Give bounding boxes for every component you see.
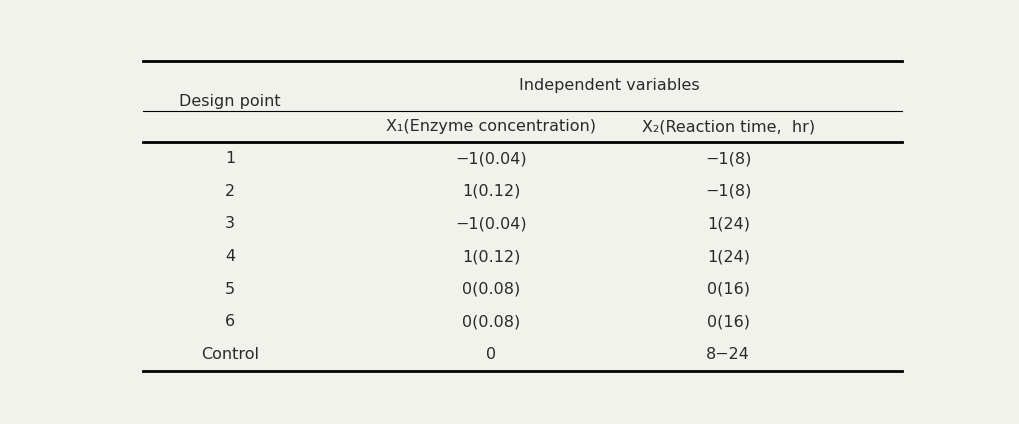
Text: 1(24): 1(24) xyxy=(706,249,749,264)
Text: −1(8): −1(8) xyxy=(704,151,751,166)
Text: X₁(Enzyme concentration): X₁(Enzyme concentration) xyxy=(386,119,595,134)
Text: 8−24: 8−24 xyxy=(705,347,750,362)
Text: 1(0.12): 1(0.12) xyxy=(462,184,520,199)
Text: 1(0.12): 1(0.12) xyxy=(462,249,520,264)
Text: −1(8): −1(8) xyxy=(704,184,751,199)
Text: 6: 6 xyxy=(225,314,235,329)
Text: 0: 0 xyxy=(486,347,495,362)
Text: Design point: Design point xyxy=(179,94,281,109)
Text: 0(16): 0(16) xyxy=(706,282,749,297)
Text: 2: 2 xyxy=(225,184,235,199)
Text: 3: 3 xyxy=(225,216,235,232)
Text: 1(24): 1(24) xyxy=(706,216,749,232)
Text: 0(0.08): 0(0.08) xyxy=(462,282,520,297)
Text: 0(0.08): 0(0.08) xyxy=(462,314,520,329)
Text: Independent variables: Independent variables xyxy=(519,78,699,93)
Text: 1: 1 xyxy=(225,151,235,166)
Text: −1(0.04): −1(0.04) xyxy=(454,216,527,232)
Text: X₂(Reaction time,  hr): X₂(Reaction time, hr) xyxy=(641,119,814,134)
Text: Control: Control xyxy=(201,347,259,362)
Text: −1(0.04): −1(0.04) xyxy=(454,151,527,166)
Text: 0(16): 0(16) xyxy=(706,314,749,329)
Text: 5: 5 xyxy=(225,282,235,297)
Text: 4: 4 xyxy=(225,249,235,264)
